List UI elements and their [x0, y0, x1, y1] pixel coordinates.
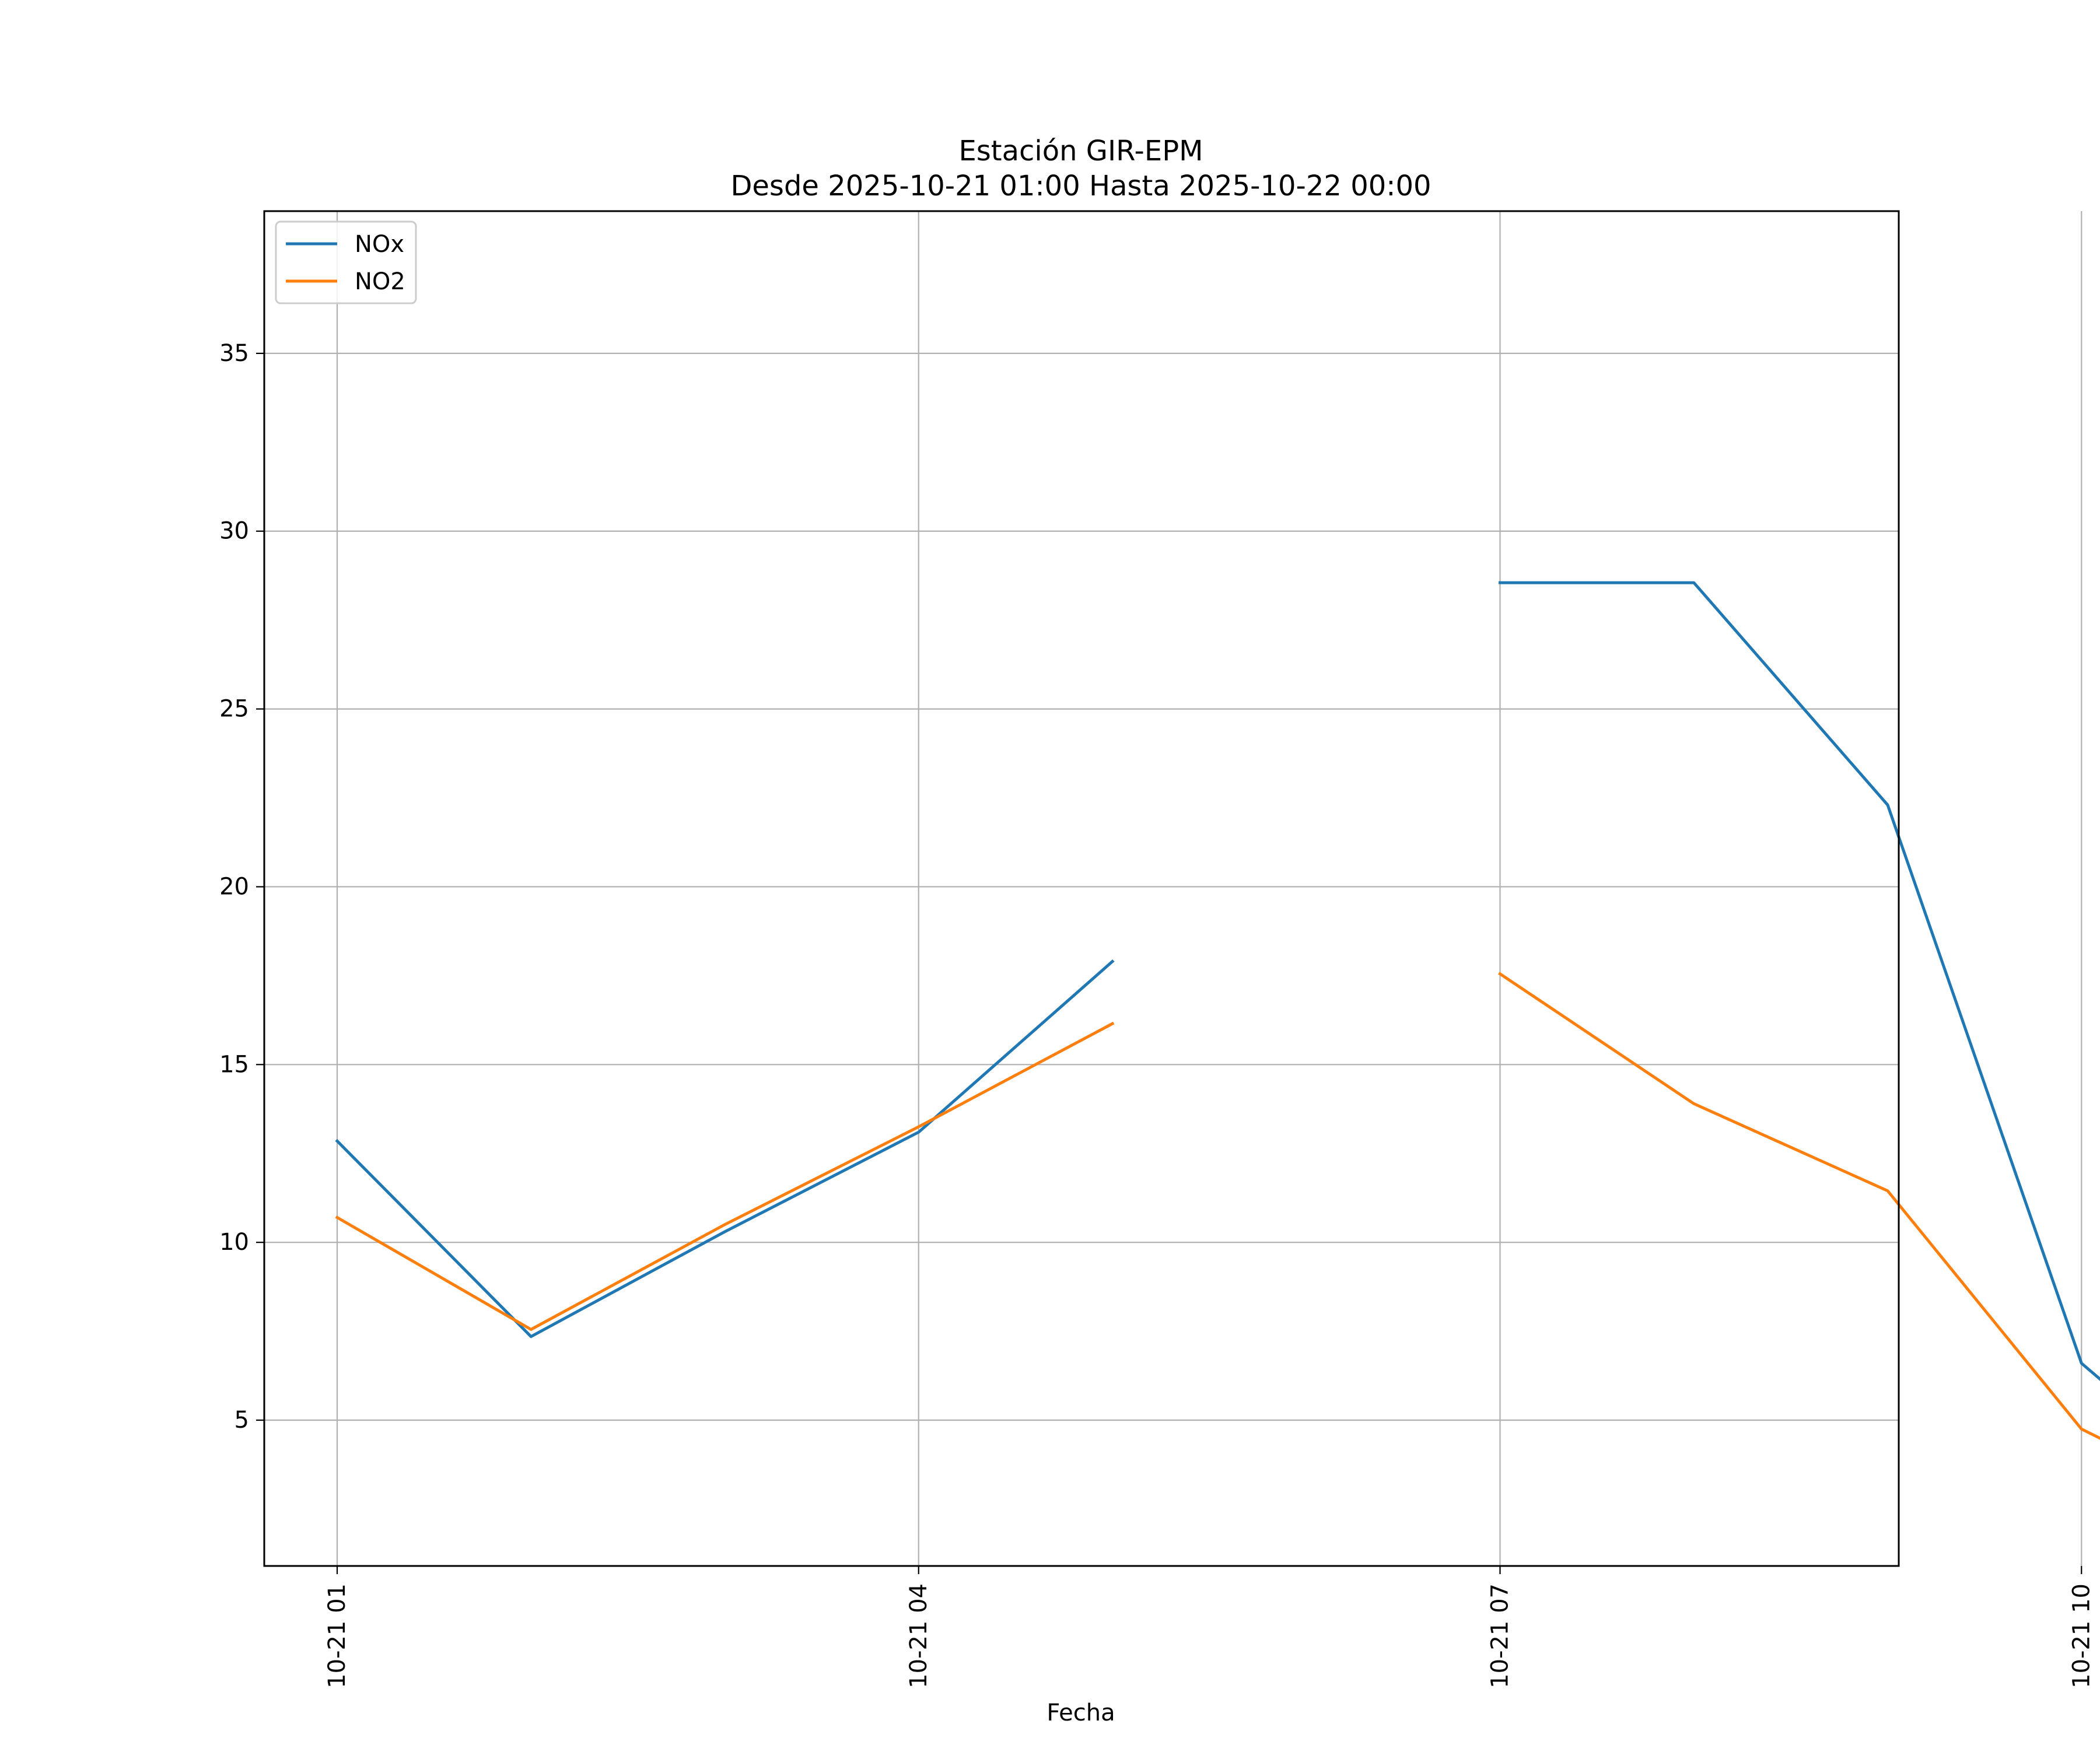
legend: NOx NO2	[276, 222, 416, 303]
x-axis-label: Fecha	[1046, 1700, 1115, 1726]
chart-title: Estación GIR-EPM	[958, 135, 1203, 167]
legend-label-nox: NOx	[355, 231, 404, 258]
y-tick-label: 25	[219, 696, 249, 723]
x-tick-label: 10-21 07	[1487, 1583, 1514, 1688]
x-tick-label: 10-21 04	[905, 1583, 932, 1688]
legend-label-no2: NO2	[355, 268, 405, 295]
y-tick-label: 5	[235, 1407, 249, 1434]
x-tick-label: 10-21 01	[324, 1583, 351, 1688]
chart-subtitle: Desde 2025-10-21 01:00 Hasta 2025-10-22 …	[730, 170, 1431, 202]
x-tick-label: 10-21 10	[2068, 1583, 2095, 1688]
y-tick-label: 35	[219, 340, 249, 367]
y-tick-label: 10	[219, 1229, 249, 1256]
y-tick-label: 15	[219, 1051, 249, 1078]
y-tick-label: 20	[219, 873, 249, 900]
y-tick-label: 30	[219, 518, 249, 545]
